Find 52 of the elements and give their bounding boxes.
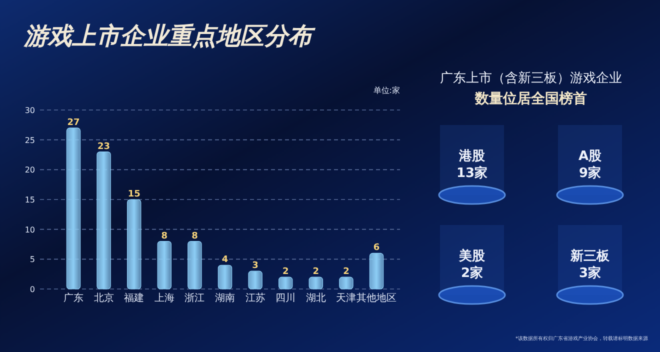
data-label: 2 — [282, 267, 289, 278]
bar — [66, 128, 81, 290]
bar — [126, 199, 142, 290]
x-tick-label: 上海 — [154, 292, 174, 304]
x-tick-label: 福建 — [124, 292, 144, 304]
data-label: 3 — [252, 261, 258, 272]
x-tick-label: 其他地区 — [356, 292, 397, 304]
data-label: 23 — [98, 142, 110, 152]
bar — [369, 252, 384, 290]
y-tick-label: 25 — [24, 136, 35, 145]
y-tick-label: 0 — [30, 285, 35, 294]
text: 9家 — [578, 165, 602, 181]
x-tick-label: 湖南 — [215, 292, 235, 304]
text: 广东上市（含新三板）游戏企业 — [440, 71, 622, 86]
bar — [339, 276, 354, 290]
bar — [278, 276, 293, 290]
text: 数量位居全国榜首 — [474, 90, 587, 107]
text: 新三板 — [570, 248, 610, 264]
data-label: 4 — [222, 255, 228, 266]
text: 港股 — [458, 149, 486, 164]
x-tick-label: 湖北 — [306, 292, 326, 304]
bar — [96, 151, 111, 290]
x-tick-label: 广东 — [63, 292, 84, 304]
x-tick-label: 北京 — [94, 292, 114, 304]
y-tick-label: 15 — [24, 196, 35, 204]
y-tick-label: 20 — [24, 166, 35, 175]
data-label: 2 — [343, 267, 350, 278]
x-tick-label: 浙江 — [184, 292, 205, 304]
text: A股 — [578, 149, 603, 164]
text: 13家 — [456, 165, 488, 181]
data-label: 8 — [161, 231, 168, 242]
bar — [248, 270, 262, 290]
x-tick-label: 四川 — [276, 292, 296, 304]
data-label: 27 — [67, 118, 80, 128]
chart-title: 游戏上市企业重点地区分布 — [23, 22, 316, 50]
y-axis-title: 单位:家 — [373, 86, 400, 95]
text: 美股 — [458, 248, 486, 264]
data-label: 15 — [128, 190, 140, 200]
x-tick-label: 天津 — [336, 292, 356, 304]
data-label: 6 — [373, 243, 380, 254]
y-tick-label: 30 — [24, 106, 35, 115]
x-tick-label: 江苏 — [245, 292, 266, 304]
data-label: 2 — [312, 267, 320, 278]
bar — [157, 240, 172, 290]
bar — [308, 276, 324, 290]
data-label: 8 — [192, 231, 198, 242]
y-tick-label: 5 — [30, 255, 35, 264]
text: 3家 — [578, 265, 602, 281]
bar — [188, 240, 202, 290]
text: 2家 — [460, 265, 484, 281]
bar — [218, 264, 232, 290]
y-tick-label: 10 — [24, 225, 35, 234]
